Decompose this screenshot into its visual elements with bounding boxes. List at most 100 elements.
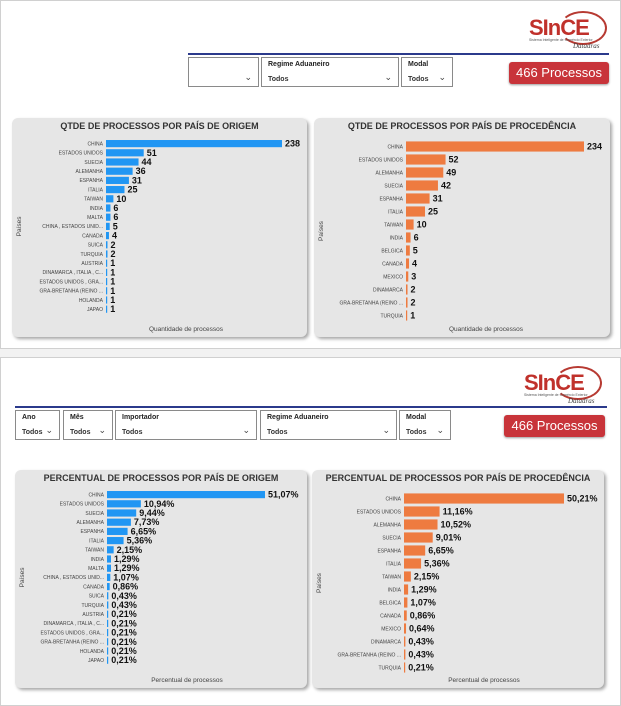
bar[interactable] (107, 491, 265, 499)
category-label: TURQUIA (82, 603, 105, 609)
processos-count-badge[interactable]: 466 Processos (509, 62, 609, 84)
bar[interactable] (107, 546, 114, 554)
data-label: 0,21% (111, 609, 137, 619)
category-label: CHINA , ESTADOS UNID... (43, 575, 104, 581)
bar[interactable] (107, 638, 109, 646)
bar[interactable] (106, 250, 108, 258)
bar[interactable] (404, 558, 422, 569)
category-label: GRA-BRETANHA (REINO ... (39, 289, 103, 295)
bar[interactable] (106, 259, 108, 267)
category-label: GRA-BRETANHA (REINO ... (40, 640, 104, 646)
bar[interactable] (406, 206, 426, 217)
bar[interactable] (406, 154, 446, 165)
bar[interactable] (106, 167, 133, 175)
bar[interactable] (404, 597, 408, 608)
bar[interactable] (106, 186, 125, 194)
bar[interactable] (106, 296, 108, 304)
bar[interactable] (406, 232, 411, 243)
bar[interactable] (107, 509, 137, 517)
mes-slicer[interactable]: Mês Todos ⌄ (63, 410, 113, 440)
bar[interactable] (106, 140, 282, 148)
bar[interactable] (107, 629, 109, 637)
chevron-down-icon: ⌄ (382, 425, 390, 435)
bar[interactable] (106, 195, 114, 203)
bar[interactable] (107, 656, 109, 664)
bar[interactable] (406, 310, 408, 321)
data-label: 10,52% (441, 520, 472, 530)
bar[interactable] (404, 519, 438, 530)
bar[interactable] (107, 601, 109, 609)
data-label: 10 (417, 220, 427, 230)
modal-slicer[interactable]: Modal Todos ⌄ (401, 57, 453, 87)
bar[interactable] (406, 180, 438, 191)
data-label: 238 (285, 139, 300, 149)
bar[interactable] (107, 555, 111, 563)
bar[interactable] (106, 149, 144, 157)
bar[interactable] (404, 584, 409, 595)
bar[interactable] (404, 545, 426, 556)
bar[interactable] (406, 271, 409, 282)
bar[interactable] (106, 176, 129, 184)
bar[interactable] (106, 305, 108, 313)
category-label: MALTA (88, 566, 105, 572)
bar[interactable] (106, 287, 108, 295)
bar[interactable] (106, 232, 109, 240)
bar[interactable] (107, 527, 128, 535)
bar[interactable] (106, 222, 110, 230)
bar[interactable] (404, 506, 440, 517)
data-label: 0,86% (113, 582, 139, 592)
bar[interactable] (107, 619, 109, 627)
modal-slicer[interactable]: Modal Todos ⌄ (399, 410, 451, 440)
ano-slicer[interactable]: Ano Todos ⌄ (15, 410, 60, 440)
bar[interactable] (107, 647, 109, 655)
data-label: 2,15% (117, 545, 143, 555)
bar[interactable] (404, 532, 433, 543)
bar[interactable] (406, 245, 410, 256)
bar[interactable] (107, 518, 131, 526)
bar[interactable] (106, 278, 108, 286)
bar[interactable] (406, 167, 444, 178)
top-dashboard-panel: SInCE Sistema Inteligente de Comércio Ex… (0, 0, 621, 349)
data-label: 31 (433, 194, 443, 204)
bar[interactable] (406, 258, 410, 269)
bar[interactable] (107, 500, 141, 508)
bar[interactable] (406, 284, 408, 295)
data-label: 6 (113, 203, 118, 213)
importador-slicer[interactable]: Importador Todos ⌄ (115, 410, 257, 440)
filter-slicer[interactable]: ⌄ (188, 57, 259, 87)
regime-aduaneiro-slicer[interactable]: Regime Aduaneiro Todos ⌄ (260, 410, 397, 440)
x-axis-label: Quantidade de processos (449, 326, 524, 333)
bar[interactable] (106, 213, 111, 221)
bar[interactable] (404, 649, 406, 660)
bar[interactable] (107, 592, 109, 600)
category-label: HOLANDA (80, 649, 105, 655)
bar[interactable] (107, 573, 111, 581)
processos-count-badge[interactable]: 466 Processos (504, 415, 605, 437)
bar[interactable] (106, 268, 108, 276)
bar[interactable] (406, 141, 584, 152)
data-label: 5,36% (424, 559, 450, 569)
category-label: TAIWAN (384, 222, 403, 228)
bar[interactable] (106, 241, 108, 249)
bar[interactable] (404, 636, 406, 647)
data-label: 9,01% (436, 533, 462, 543)
bar[interactable] (404, 493, 564, 504)
data-label: 5,36% (127, 536, 153, 546)
bar[interactable] (406, 193, 430, 204)
bar[interactable] (404, 610, 407, 621)
bar[interactable] (107, 583, 110, 591)
bar-chart: PERCENTUAL DE PROCESSOS POR PAÍS DE PROC… (316, 472, 598, 684)
category-label: ITALIA (386, 561, 402, 567)
bar[interactable] (406, 219, 414, 230)
bar[interactable] (404, 623, 407, 634)
regime-aduaneiro-slicer[interactable]: Regime Aduaneiro Todos ⌄ (261, 57, 399, 87)
bar[interactable] (107, 537, 124, 545)
bar[interactable] (106, 158, 139, 166)
chart-card-origem-percentual: PERCENTUAL DE PROCESSOS POR PAÍS DE ORIG… (15, 470, 307, 688)
bar[interactable] (406, 297, 408, 308)
bar[interactable] (107, 564, 111, 572)
bar[interactable] (107, 610, 109, 618)
bar[interactable] (404, 662, 406, 673)
bar[interactable] (404, 571, 411, 582)
bar[interactable] (106, 204, 111, 212)
